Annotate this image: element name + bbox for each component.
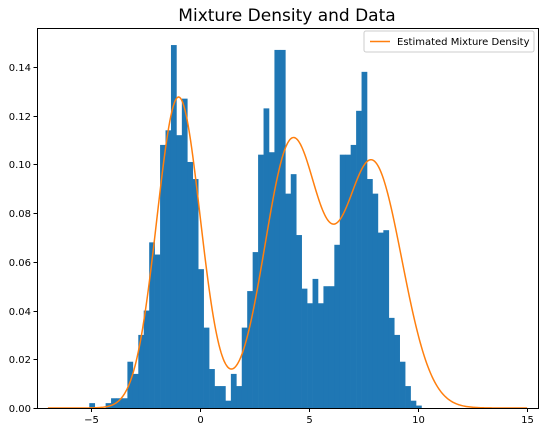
y-tick-label: 0.00: [9, 404, 31, 415]
histogram-bar: [252, 252, 259, 408]
legend-box: [363, 30, 535, 53]
histogram-bar: [356, 110, 362, 408]
histogram-bar: [399, 361, 406, 408]
density-line: [47, 96, 528, 409]
histogram-bar: [410, 400, 417, 408]
histogram-bar: [328, 286, 335, 408]
histogram-bar: [388, 317, 395, 408]
histogram-bar: [111, 398, 117, 408]
histogram-bar: [285, 193, 292, 408]
histogram-bar: [268, 152, 275, 408]
histogram-bar: [127, 361, 134, 408]
histogram-bar: [89, 403, 96, 408]
histogram-bar: [154, 254, 161, 408]
y-tick-label: 0.12: [9, 112, 31, 123]
y-tick-label: 0.02: [9, 355, 31, 366]
histogram-bar: [307, 303, 313, 408]
histogram-bar: [236, 386, 243, 408]
histogram-bar: [279, 49, 286, 409]
histogram-bar: [323, 286, 330, 408]
y-tick-label: 0.14: [9, 63, 31, 74]
y-tick-label: 0.08: [9, 209, 31, 220]
x-tick-label: 15: [521, 415, 534, 426]
legend: Estimated Mixture Density: [363, 30, 535, 53]
histogram-bar: [312, 278, 319, 408]
histogram-bar: [334, 244, 341, 408]
histogram-bar: [377, 232, 384, 408]
histogram-bar: [198, 269, 204, 408]
histogram-bar: [258, 154, 264, 408]
histogram-bar: [132, 373, 139, 408]
histogram-bar: [138, 334, 145, 408]
histogram-bar: [176, 135, 183, 408]
histogram-bar: [345, 154, 351, 408]
histogram-bar: [160, 144, 166, 409]
histogram-bar: [247, 291, 253, 408]
histogram-bar: [203, 327, 210, 408]
histogram-bar: [367, 179, 373, 408]
histogram-bar: [350, 144, 357, 409]
histogram-bar: [416, 405, 422, 408]
x-tick-label: 10: [412, 415, 425, 426]
histogram-bar: [187, 161, 194, 408]
histogram-bar: [209, 369, 215, 408]
y-axis: 0.00 0.02 0.04 0.06 0.08 0.10 0.12 0.14: [9, 63, 38, 415]
x-axis: −5 0 5 10 15: [84, 408, 534, 426]
y-tick-label: 0.06: [9, 258, 31, 269]
plot-area: −5 0 5 10 15 0.00 0.02 0.04 0.06 0.08 0.10 0.12 0.1…: [9, 28, 539, 426]
x-tick-label: 5: [306, 415, 312, 426]
histogram-bar: [121, 398, 128, 408]
histogram-bar: [241, 327, 248, 408]
histogram-bar: [230, 373, 237, 408]
histogram-bar: [181, 98, 188, 408]
histogram-bar: [192, 179, 199, 408]
histogram-bar: [219, 386, 226, 408]
histogram-bar: [225, 400, 232, 408]
histogram-bar: [339, 154, 346, 408]
histogram-bar: [274, 49, 281, 409]
histogram-bar: [116, 398, 123, 408]
histogram-bar: [383, 230, 390, 408]
axes-frame: [37, 28, 539, 409]
x-tick-label: −5: [84, 415, 99, 426]
histogram-bar: [263, 108, 270, 408]
histogram-bar: [361, 71, 368, 408]
y-tick-label: 0.10: [9, 160, 31, 171]
legend-label: Estimated Mixture Density: [397, 37, 530, 48]
histogram-bar: [149, 242, 155, 408]
histogram-bar: [372, 193, 379, 408]
histogram-bar: [143, 310, 150, 408]
histogram-bar: [165, 130, 172, 408]
histogram-bar: [290, 174, 297, 408]
histogram-bar: [296, 235, 302, 408]
y-tick-label: 0.04: [9, 307, 31, 318]
histogram-bar: [170, 45, 177, 409]
histogram-bar: [405, 386, 411, 408]
histogram-bar: [301, 288, 308, 408]
histogram-bars: [89, 45, 422, 409]
histogram-bar: [214, 386, 221, 408]
x-tick-label: 0: [197, 415, 203, 426]
histogram-bar: [394, 334, 400, 408]
histogram-bar: [318, 303, 324, 408]
chart-title: Mixture Density and Data: [178, 6, 395, 26]
